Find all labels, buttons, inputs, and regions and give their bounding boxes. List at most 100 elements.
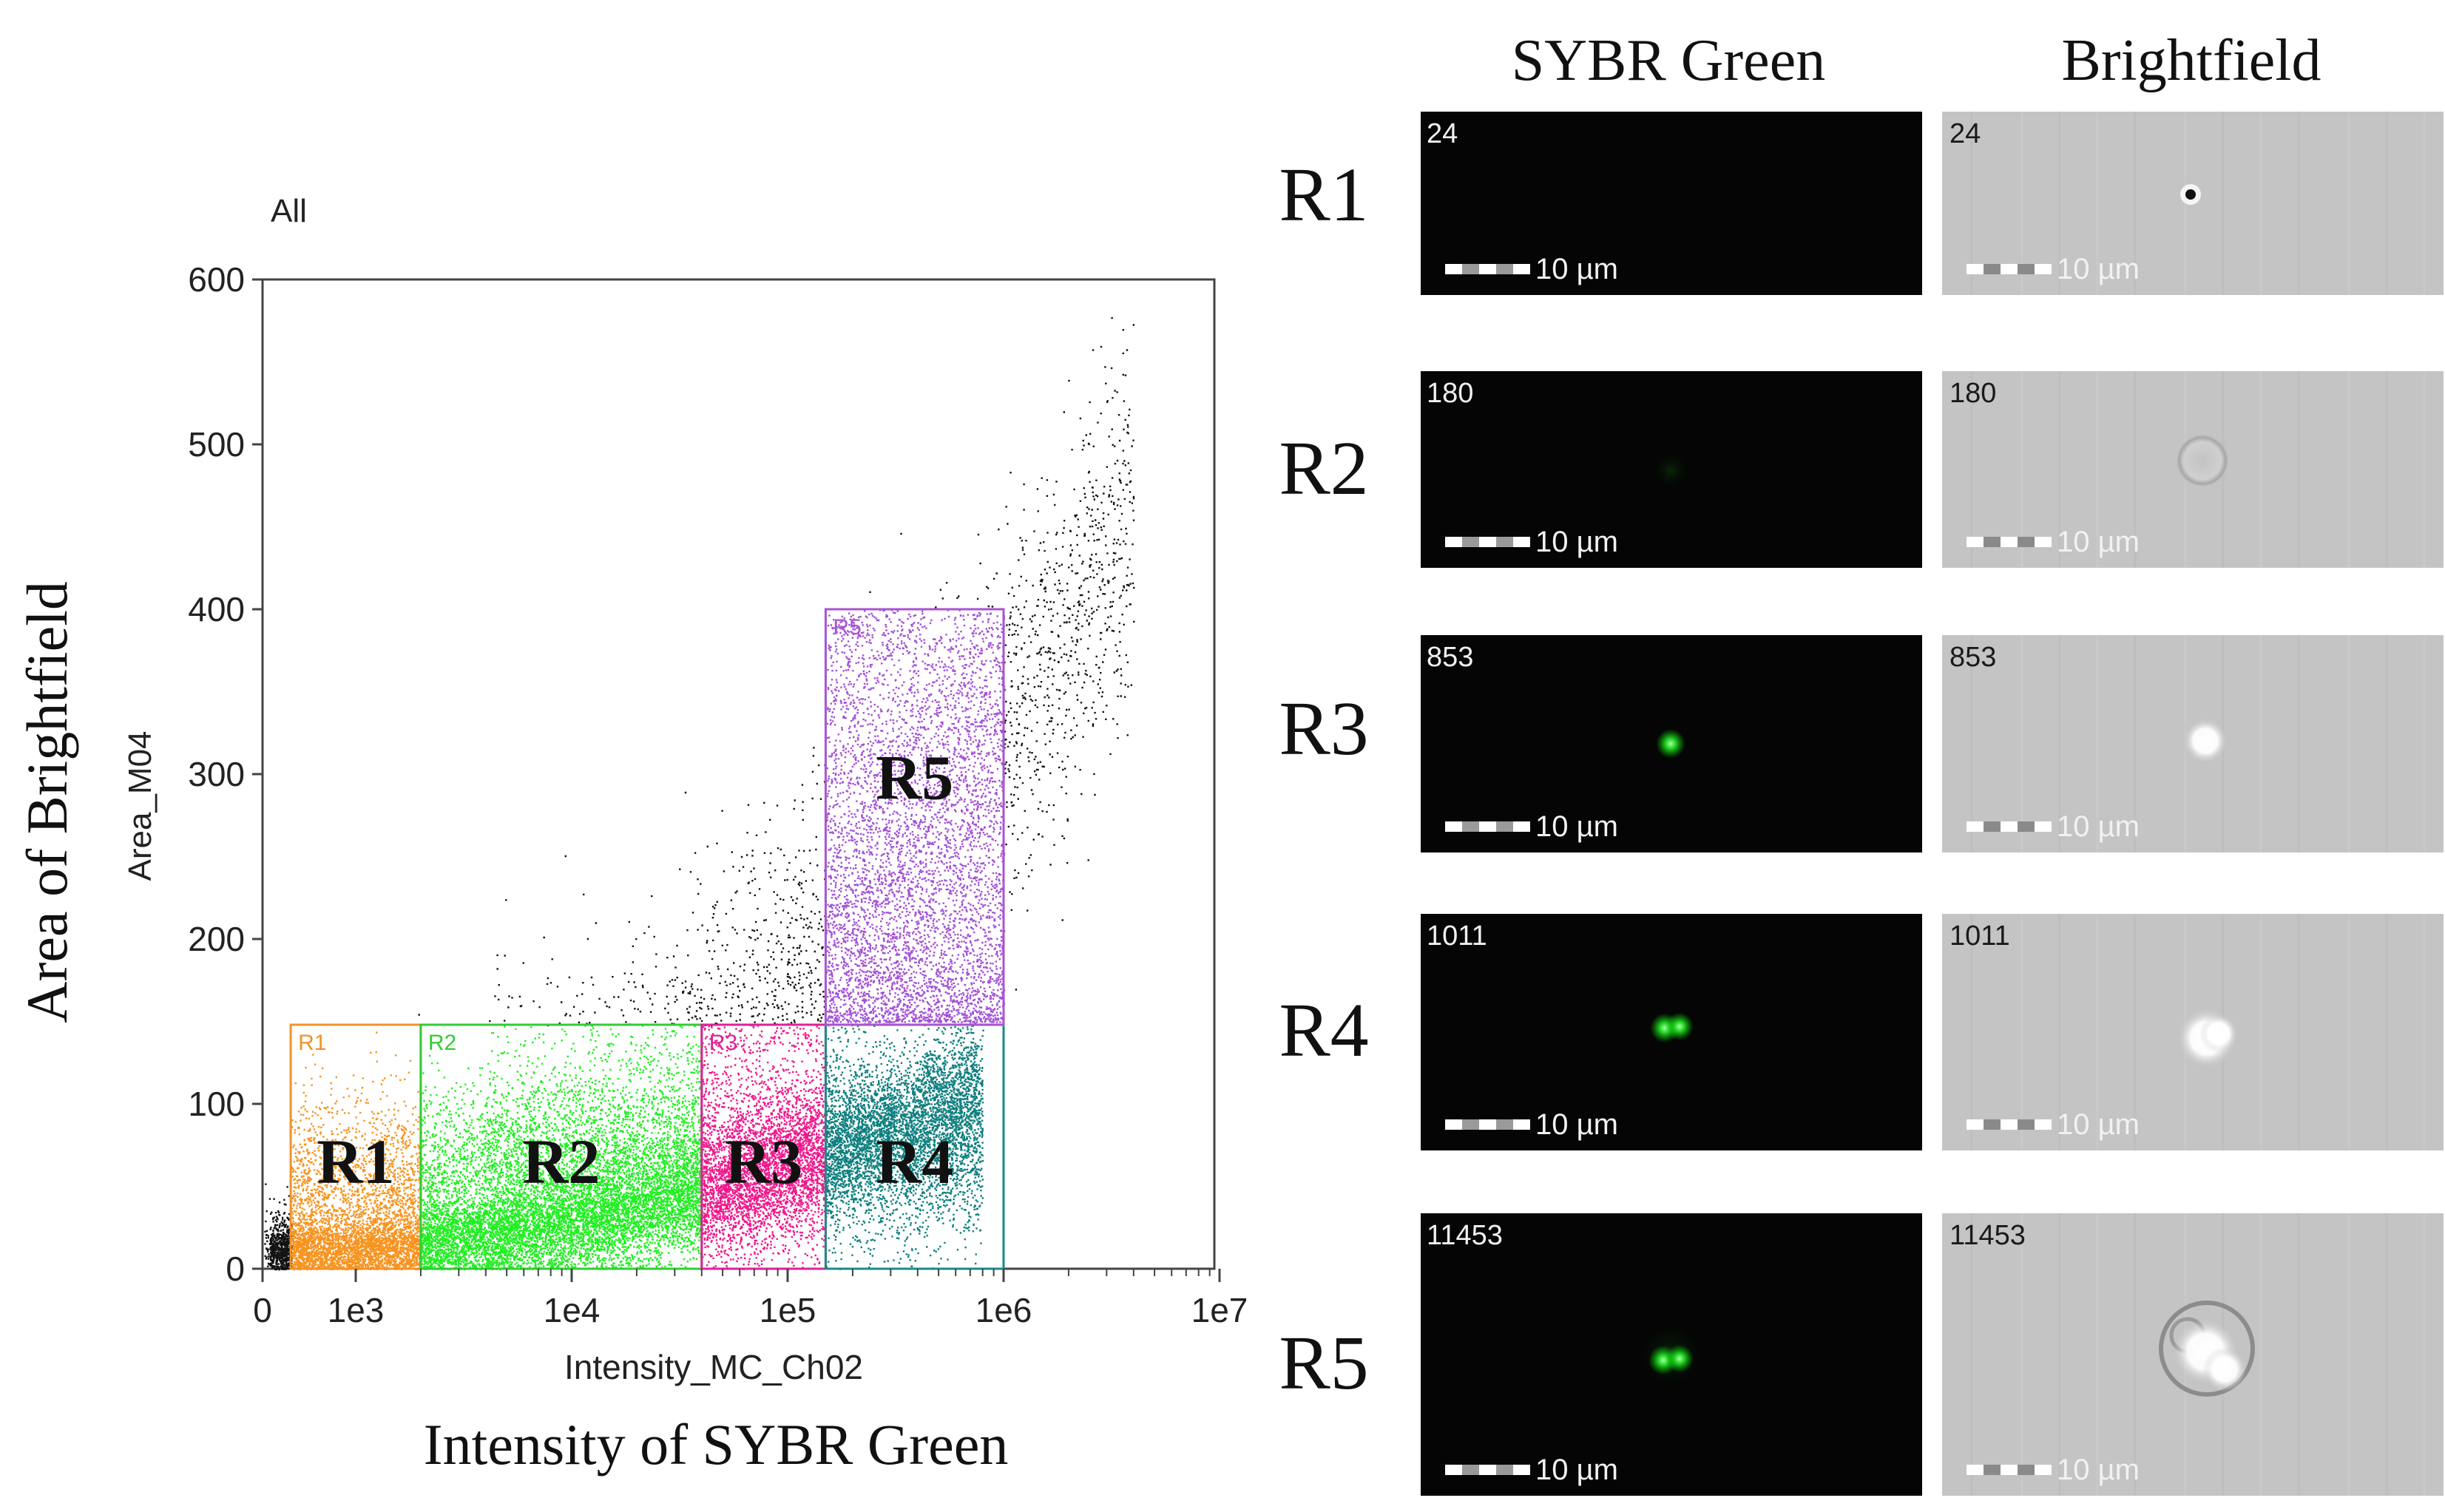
- scale-label: 10 µm: [2057, 810, 2140, 843]
- scale-bar: [1984, 537, 2001, 547]
- bf-cell: [2202, 1347, 2247, 1391]
- scale-bar: [1513, 264, 1530, 274]
- gate-r5: [824, 608, 1005, 1026]
- object-id: 853: [1949, 642, 1996, 673]
- data-points: [825, 609, 1006, 1027]
- scale-label: 10 µm: [1535, 526, 1618, 558]
- scale-bar: [1462, 1119, 1479, 1130]
- scale-bar: [1445, 264, 1462, 274]
- row-label: R3: [1279, 686, 1368, 771]
- scale-bar: [1513, 537, 1530, 547]
- y-axis-ticks: 0 100 200 300 400 500 600: [188, 260, 263, 1288]
- bf-cell-outline: [2159, 1301, 2255, 1397]
- scale-bar: [1967, 1465, 1984, 1475]
- y-tick-label: 200: [188, 920, 245, 958]
- row-label: R4: [1279, 988, 1368, 1073]
- x-tick-label: 1e5: [760, 1291, 816, 1329]
- gate-label-r1: R1: [298, 1031, 326, 1055]
- scale-bar: [2018, 264, 2035, 274]
- scale-label: 10 µm: [2057, 526, 2140, 558]
- data-points: [702, 1025, 828, 1270]
- data-points: [291, 1031, 423, 1271]
- scale-bar: [2035, 821, 2052, 832]
- scale-bar: [1462, 1465, 1479, 1475]
- y-tick-label: 500: [188, 425, 245, 464]
- scale-bar: [2018, 1465, 2035, 1475]
- green-spot: [1656, 728, 1685, 759]
- scale-bar: [2035, 264, 2052, 274]
- x-tick-label: 1e3: [328, 1291, 385, 1329]
- region-label-r3: R3: [725, 1126, 802, 1197]
- scale-bar: [1984, 1119, 2001, 1130]
- scale-bar: [2018, 1119, 2035, 1130]
- scale-bar: [1967, 264, 1984, 274]
- scale-label: 10 µm: [2057, 1108, 2140, 1141]
- object-id: 24: [1949, 118, 1981, 149]
- scale-bar: [1445, 821, 1462, 832]
- gate-label: All: [271, 193, 307, 229]
- y-tick-label: 400: [188, 590, 245, 628]
- scale-bar: [1967, 537, 1984, 547]
- scale-bar: [1984, 821, 2001, 832]
- scale-label: 10 µm: [2057, 253, 2140, 285]
- bf-cell: [2199, 1014, 2238, 1053]
- object-id: 1011: [1427, 921, 1487, 952]
- gallery-row-r3: R3 853 10 µm 853 10 µm: [1279, 635, 2444, 852]
- green-spot: [1650, 450, 1691, 492]
- y-tick-label: 100: [188, 1085, 245, 1123]
- scale-bar: [1496, 821, 1513, 832]
- scale-label: 10 µm: [1535, 1108, 1618, 1141]
- y-axis-label: Area_M04: [122, 730, 158, 881]
- scale-bar: [1445, 537, 1462, 547]
- y-tick-label: 0: [226, 1250, 245, 1288]
- scale-bar: [2035, 537, 2052, 547]
- column-header-sybr: SYBR Green: [1512, 28, 1825, 93]
- x-tick-label: 0: [253, 1291, 272, 1329]
- region-label-r4: R4: [876, 1126, 953, 1197]
- scale-bar: [2001, 264, 2018, 274]
- green-spot: [1665, 1012, 1694, 1041]
- scale-bar: [2018, 821, 2035, 832]
- column-header-brightfield: Brightfield: [2061, 28, 2321, 93]
- y-tick-label: 300: [188, 755, 245, 793]
- scale-bar: [1984, 264, 2001, 274]
- scale-bar: [1479, 1465, 1496, 1475]
- scale-bar: [1967, 1119, 1984, 1130]
- scale-bar: [2035, 1465, 2052, 1475]
- object-id: 180: [1427, 378, 1473, 409]
- x-tick-label: 1e4: [544, 1291, 601, 1329]
- scale-label: 10 µm: [1535, 253, 1618, 285]
- x-tick-label: 1e6: [975, 1291, 1032, 1329]
- scale-bar: [2001, 1465, 2018, 1475]
- data-points: [825, 1025, 984, 1270]
- x-tick-label: 1e7: [1191, 1291, 1248, 1329]
- scale-label: 10 µm: [1535, 810, 1618, 843]
- scale-bar: [1513, 1119, 1530, 1130]
- scale-label: 10 µm: [1535, 1454, 1618, 1486]
- scale-bar: [1496, 1119, 1513, 1130]
- scale-label: 10 µm: [2057, 1454, 2140, 1486]
- gate-label-r5: R5: [833, 615, 861, 640]
- x-axis-ticks: 0 1e3 1e4 1e5 1e6 1e7: [253, 1269, 1248, 1329]
- scatter-points: [264, 316, 1135, 1271]
- scale-bar: [1479, 537, 1496, 547]
- object-id: 180: [1949, 378, 1996, 409]
- object-id: 11453: [1949, 1220, 2026, 1251]
- scale-bar: [1496, 537, 1513, 547]
- scale-bar: [1984, 1465, 2001, 1475]
- gate-label-r3: R3: [709, 1031, 737, 1055]
- bf-cell: [2183, 719, 2228, 763]
- gallery-rows: R1 24 10 µm 24 10 µm R2 180 10 µm 180 10 µm R3 853 1…: [1279, 112, 2444, 1496]
- outer-y-label: Area of Brightfield: [15, 581, 79, 1023]
- row-label: R5: [1279, 1321, 1368, 1406]
- region-gates: R1 R1 R2 R2 R3 R3 R4 R5 R5: [289, 608, 1005, 1270]
- gate-label-r2: R2: [428, 1031, 456, 1055]
- scale-bar: [1462, 537, 1479, 547]
- region-label-r2: R2: [522, 1126, 600, 1197]
- data-points: [420, 1025, 704, 1271]
- scale-bar: [2018, 537, 2035, 547]
- scale-bar: [1479, 264, 1496, 274]
- scale-bar: [2001, 537, 2018, 547]
- region-label-r5: R5: [876, 742, 953, 813]
